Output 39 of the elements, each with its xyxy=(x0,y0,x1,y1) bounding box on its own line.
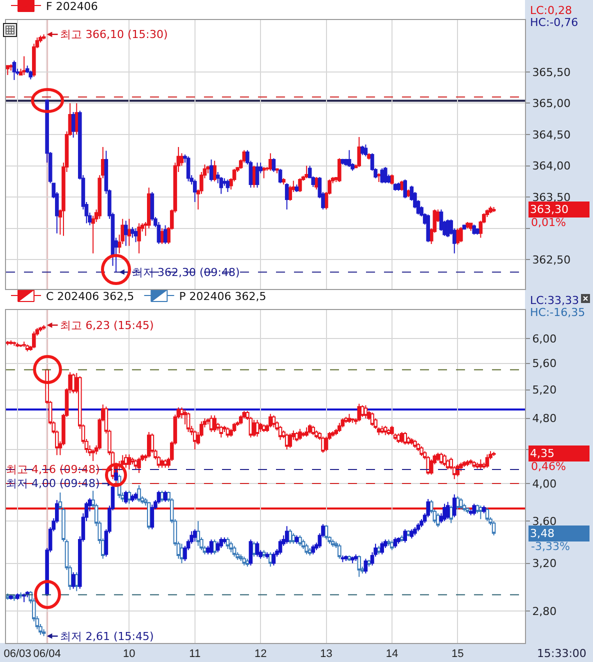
x-tick-label: 13 xyxy=(320,648,332,660)
legend-label: F 202406 xyxy=(46,0,98,13)
x-tick-label: 06/04 xyxy=(33,648,61,660)
annotation: 최고 4,16 (09:48) xyxy=(6,463,100,476)
annotation: 최고 366,10 (15:30) xyxy=(60,28,168,41)
y-tick-label: 365,00 xyxy=(532,97,571,110)
y-tick-label: 364,00 xyxy=(532,160,571,173)
y-tick-label: 365,50 xyxy=(532,66,571,79)
annotation: 최저 4,00 (09:48) xyxy=(6,477,100,490)
text: 15:33:00 xyxy=(537,647,586,660)
y-tick-label: 363,50 xyxy=(532,190,571,204)
y-tick-label: 364,50 xyxy=(532,128,571,142)
legend-label: P 202406 362,5 xyxy=(179,290,266,303)
x-tick-label: 06/03 xyxy=(4,648,32,660)
y-tick-label: 362,50 xyxy=(532,253,571,266)
y-tick-label: 4,80 xyxy=(532,412,557,426)
y-tick-label: 3,60 xyxy=(532,515,557,528)
x-tick-label: 15 xyxy=(452,648,464,660)
text: HC:-16,35 xyxy=(530,306,586,319)
legend-label: C 202406 362,5 xyxy=(46,290,134,303)
annotation: 최고 6,23 (15:45) xyxy=(60,319,154,332)
y-tick-label: 4,00 xyxy=(532,477,557,490)
x-tick-label: 10 xyxy=(123,648,136,660)
annotation: 최저 362,30 (09:48) xyxy=(132,266,240,279)
text: LC:33,33 xyxy=(530,294,580,307)
text: LC:0,28 xyxy=(530,4,572,17)
text: 4,35 0,46% xyxy=(530,447,566,473)
y-tick-label: 5,60 xyxy=(532,357,557,370)
text: 363,30 0,01% xyxy=(530,203,568,229)
y-tick-label: 3,20 xyxy=(532,557,557,570)
text: 3,48 -3,33% xyxy=(530,527,570,553)
x-tick-label: 12 xyxy=(254,648,267,660)
y-tick-label: 5,20 xyxy=(532,384,557,397)
x-tick-label: 11 xyxy=(189,648,201,660)
y-tick-label: 6,00 xyxy=(532,332,557,346)
y-tick-label: 2,80 xyxy=(532,604,557,618)
x-tick-label: 14 xyxy=(386,648,398,660)
text: HC:-0,76 xyxy=(530,16,578,29)
annotation: 최저 2,61 (15:45) xyxy=(60,630,154,643)
